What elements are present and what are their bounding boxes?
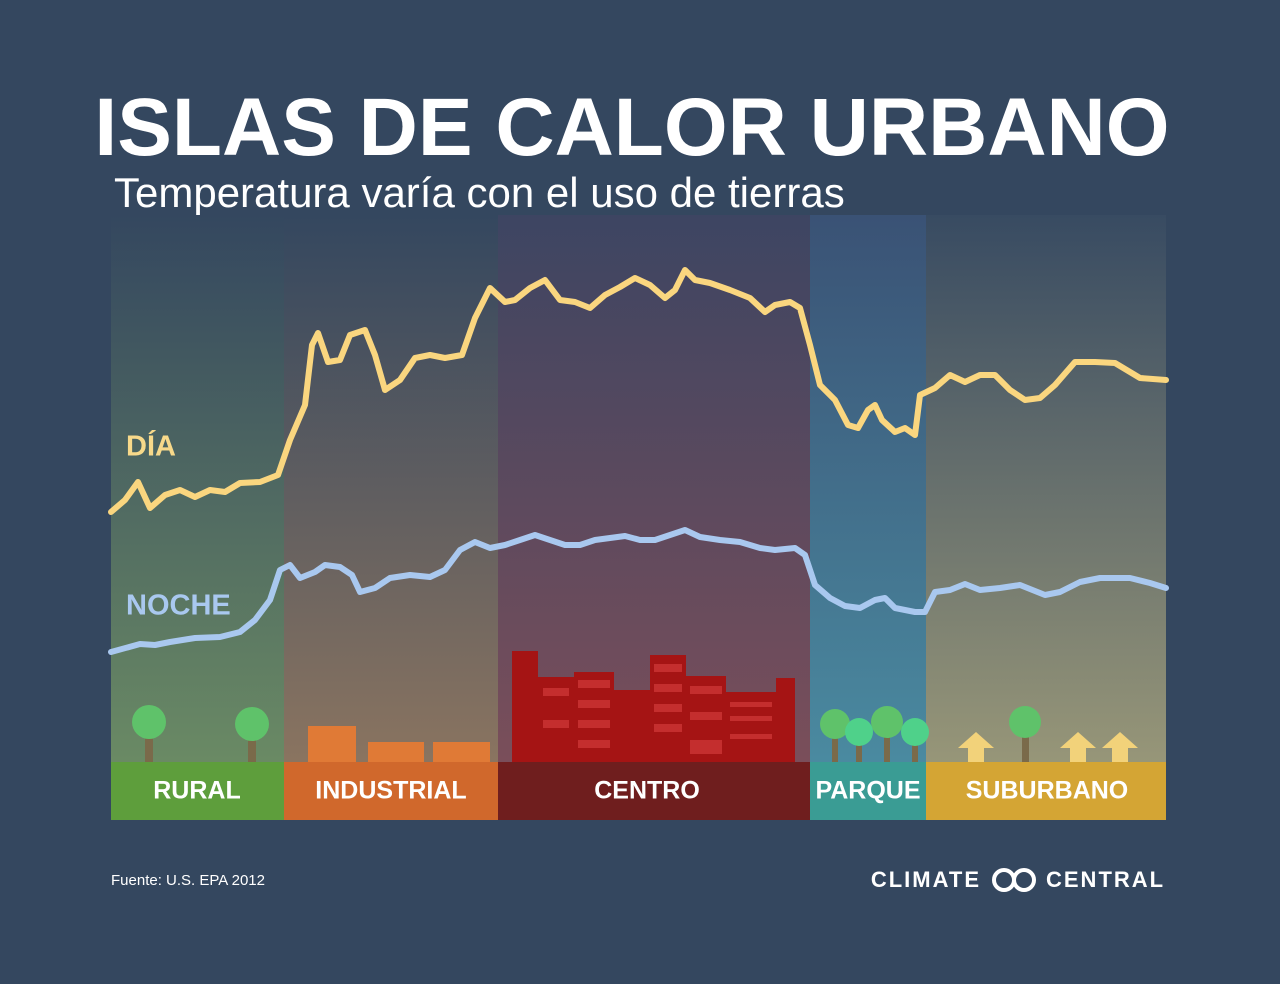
zone-label: SUBURBANO <box>966 777 1129 805</box>
zone-label: PARQUE <box>815 777 920 805</box>
source: Fuente: U.S. EPA 2012 <box>111 872 265 889</box>
night-curve <box>108 527 1169 655</box>
day-label: DÍA <box>126 429 176 463</box>
subtitle: Temperatura varía con el uso de tierras <box>114 169 845 216</box>
zone-label: RURAL <box>153 777 241 805</box>
title: ISLAS DE CALOR URBANO <box>94 82 1169 173</box>
logo-text: CLIMATE <box>871 867 981 892</box>
zone-backgrounds <box>111 215 1166 762</box>
illustrations <box>132 651 1138 762</box>
zone-bar <box>111 762 1166 820</box>
night-label: NOCHE <box>126 590 231 622</box>
logo-text: CENTRAL <box>1046 867 1165 892</box>
day-curve <box>108 267 1169 515</box>
logo-mark <box>992 868 1036 892</box>
zone-label: CENTRO <box>594 777 700 805</box>
zone-label: INDUSTRIAL <box>315 777 466 805</box>
